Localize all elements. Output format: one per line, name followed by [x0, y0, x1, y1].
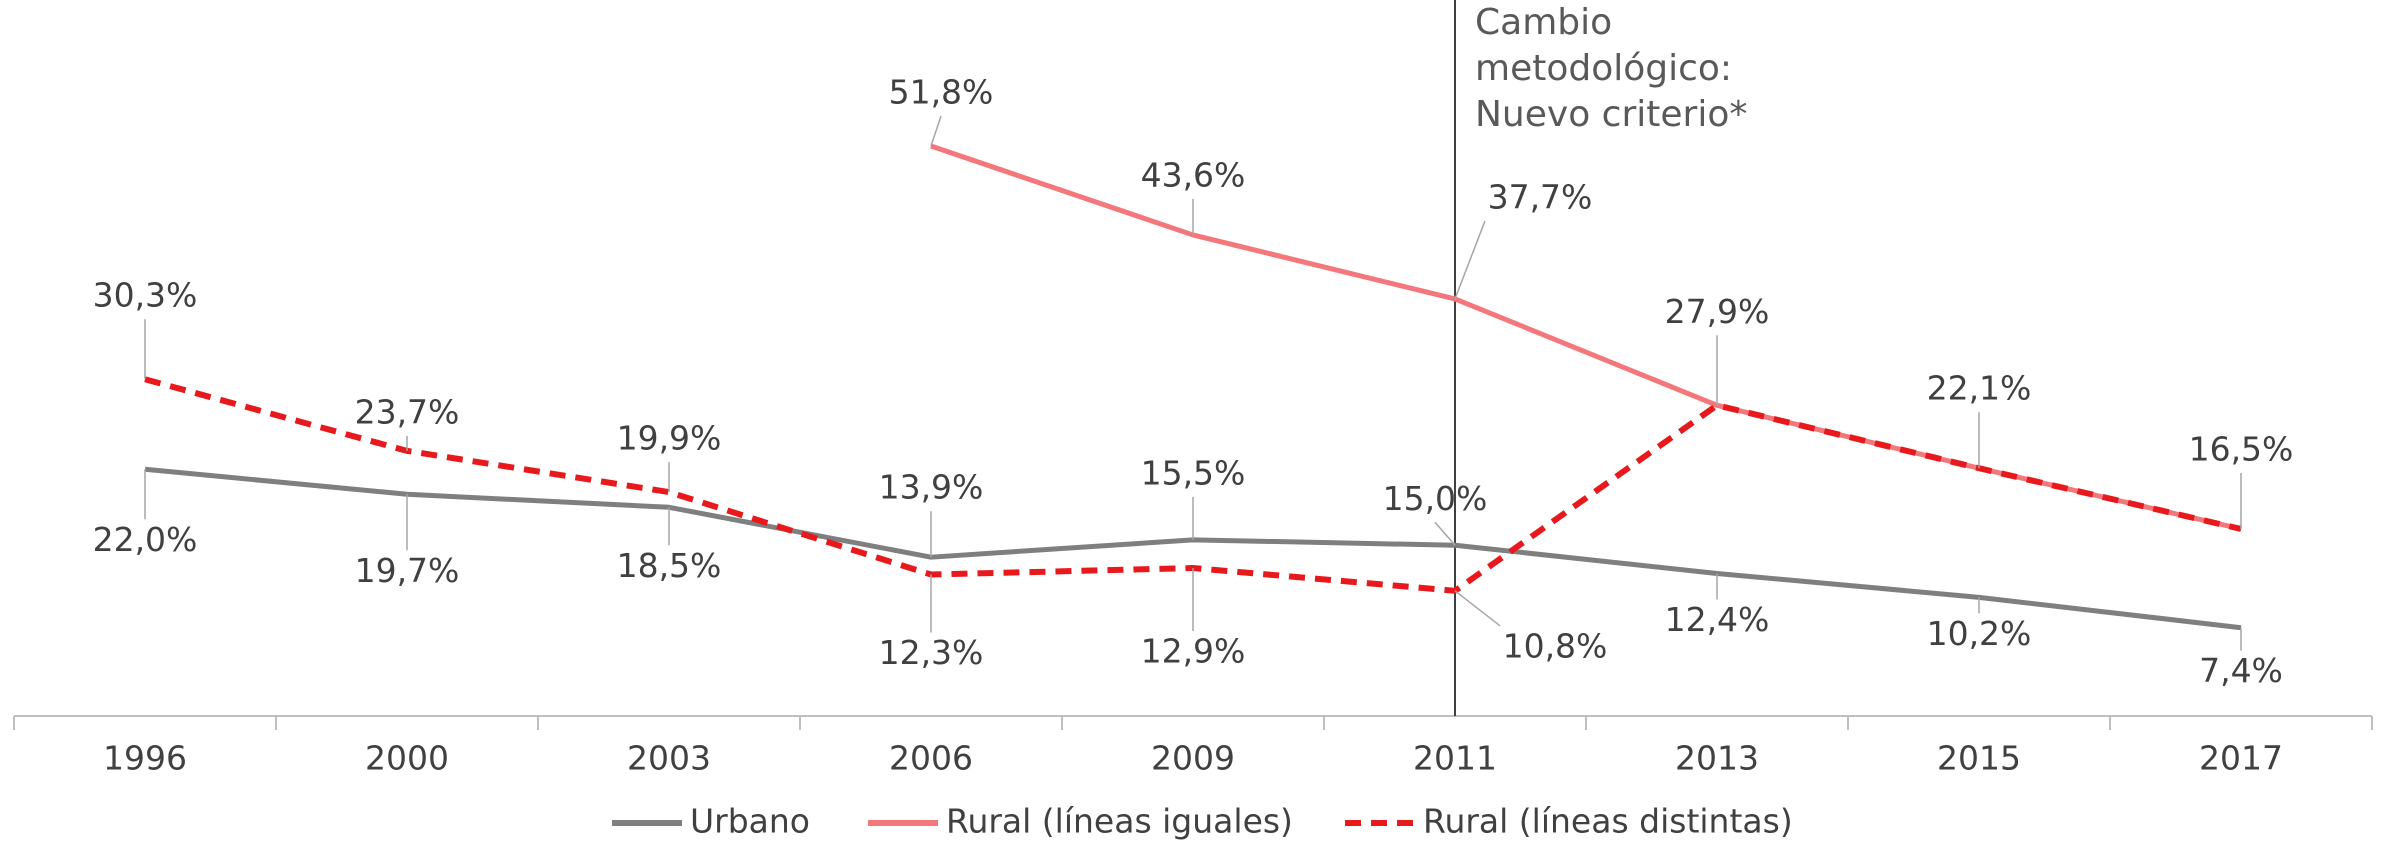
data-label: 10,2% [1927, 614, 2032, 653]
leader-line [1454, 220, 1486, 300]
data-label: 51,8% [889, 72, 994, 111]
data-label: 12,4% [1665, 600, 1770, 639]
x-tick-label: 2009 [1151, 739, 1235, 778]
leader-line [1454, 590, 1501, 627]
data-label: 30,3% [93, 276, 198, 315]
data-label: 22,0% [93, 520, 198, 559]
data-label: 43,6% [1141, 155, 1246, 194]
data-label: 37,7% [1488, 177, 1593, 216]
data-label: 10,8% [1503, 626, 1608, 665]
x-tick-label: 2017 [2199, 739, 2283, 778]
x-tick-label: 2006 [889, 739, 973, 778]
x-tick-label: 2011 [1413, 739, 1497, 778]
data-label: 27,9% [1665, 292, 1770, 331]
annotation: Nuevo criterio* [1475, 94, 1747, 135]
data-label: 12,3% [879, 633, 984, 672]
annotation: metodológico: [1475, 48, 1732, 89]
annotation: Cambio [1475, 2, 1612, 43]
data-label: 19,9% [617, 419, 722, 458]
x-tick-label: 2015 [1937, 739, 2021, 778]
data-label: 23,7% [355, 392, 460, 431]
legend-label: Rural (líneas iguales) [946, 802, 1293, 841]
leader-line [1434, 521, 1456, 546]
x-tick-label: 1996 [103, 739, 187, 778]
line-series [930, 143, 2242, 532]
data-label: 15,0% [1383, 479, 1488, 518]
legend-label: Rural (líneas distintas) [1423, 802, 1793, 841]
data-label: 19,7% [355, 551, 460, 590]
leader-line [930, 115, 942, 147]
data-label: 13,9% [879, 468, 984, 507]
data-label: 16,5% [2189, 429, 2294, 468]
data-label: 12,9% [1141, 632, 1246, 671]
x-tick-label: 2003 [627, 739, 711, 778]
data-label: 18,5% [617, 546, 722, 585]
x-tick-label: 2013 [1675, 739, 1759, 778]
x-tick-label: 2000 [365, 739, 449, 778]
legend-label: Urbano [690, 802, 810, 841]
data-label: 7,4% [2199, 651, 2283, 690]
data-label: 15,5% [1141, 453, 1246, 492]
data-label: 22,1% [1927, 369, 2032, 408]
